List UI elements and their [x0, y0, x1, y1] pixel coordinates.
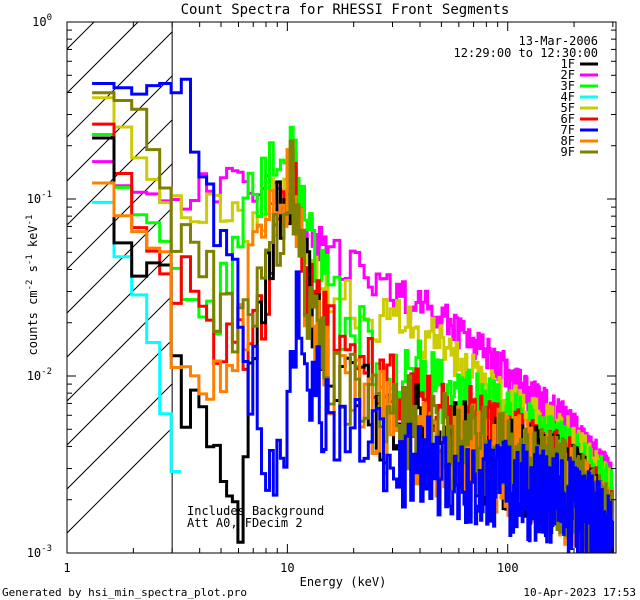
x-tick-label: 10 — [280, 561, 294, 575]
note-attenuator: Att A0, FDecim 2 — [187, 516, 303, 530]
time-range-label: 12:29:00 to 12:30:00 — [454, 46, 599, 60]
hatch-line — [67, 119, 173, 226]
x-axis-label: Energy (keV) — [300, 575, 387, 589]
legend-label-3F: 3F — [561, 79, 575, 93]
hatch-line — [67, 75, 173, 182]
hatch-line — [67, 22, 139, 94]
y-tick-label: 10-2 — [27, 367, 52, 383]
hatch-line — [67, 295, 173, 402]
legend-label-5F: 5F — [561, 101, 575, 115]
chart-title: Count Spectra for RHESSI Front Segments — [181, 2, 510, 18]
series-line-7F — [92, 77, 615, 553]
footer-generated-by: Generated by hsi_min_spectra_plot.pro — [2, 586, 247, 599]
x-tick-label: 100 — [497, 561, 519, 575]
legend-label-2F: 2F — [561, 68, 575, 82]
hatch-line — [67, 22, 95, 50]
legend-label-6F: 6F — [561, 112, 575, 126]
legend-label-8F: 8F — [561, 134, 575, 148]
legend-label-1F: 1F — [561, 57, 575, 71]
hatch-line — [67, 251, 173, 358]
hatch-line — [67, 31, 173, 138]
series-line-2F — [92, 147, 615, 498]
note-background: Includes Background — [187, 504, 324, 518]
y-tick-label: 10-1 — [27, 190, 52, 206]
axes: 1 10 100 100 10-1 10-2 10-3 — [27, 13, 616, 575]
legend-label-4F: 4F — [561, 90, 575, 104]
y-axis-label: counts cm-2 s-1 keV-1 — [25, 215, 40, 356]
legend-label-7F: 7F — [561, 123, 575, 137]
series-line-4F — [92, 200, 182, 474]
hatch-line — [7, 0, 172, 65]
hatch-line — [67, 427, 173, 534]
hatch-line — [67, 339, 173, 446]
y-tick-label: 10-3 — [27, 544, 52, 560]
legend-label-9F: 9F — [561, 145, 575, 159]
footer-timestamp: 10-Apr-2023 17:53 — [523, 586, 636, 599]
hatch-line — [67, 383, 173, 490]
y-tick-label: 100 — [32, 13, 52, 29]
plot-frame — [66, 21, 617, 554]
x-tick-label: 1 — [63, 561, 70, 575]
hatch-line — [67, 207, 173, 314]
series-group — [92, 77, 615, 553]
date-label: 13-Mar-2006 — [519, 34, 598, 48]
